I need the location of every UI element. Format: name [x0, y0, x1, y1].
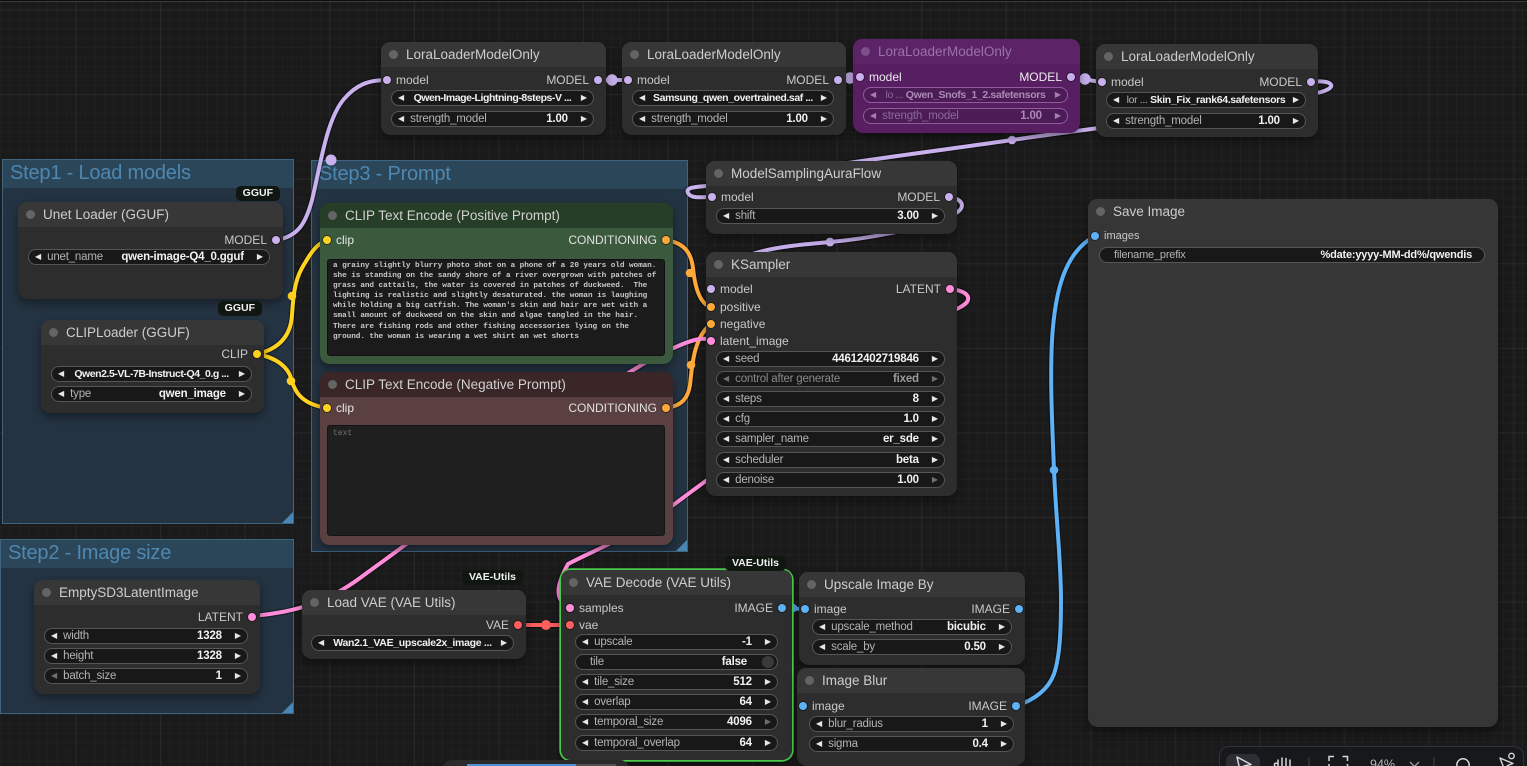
svg-text:94%: 94%	[1370, 758, 1395, 766]
